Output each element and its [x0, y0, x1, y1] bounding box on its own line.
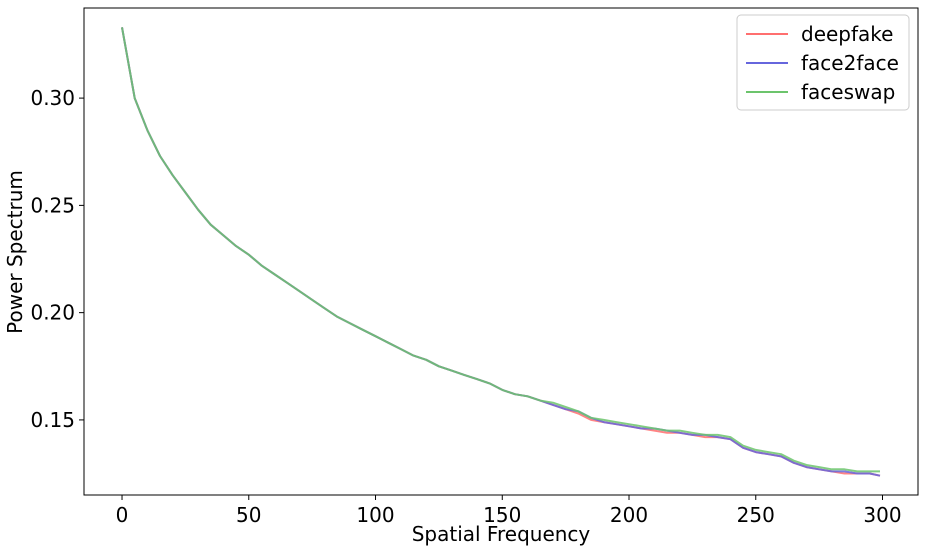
x-axis: 0 50 100 150 200 250 300 [116, 495, 902, 527]
legend-label-deepfake: deepfake [801, 22, 893, 46]
legend-label-faceswap: faceswap [801, 80, 895, 104]
series-line-faceswap [121, 27, 880, 473]
x-axis-label: Spatial Frequency [412, 522, 591, 546]
y-tick-label: 0.15 [30, 408, 75, 432]
legend: deepfake face2face faceswap [736, 14, 910, 111]
x-tick-label: 250 [737, 503, 775, 527]
y-axis: 0.15 0.20 0.25 0.30 [30, 86, 84, 432]
y-tick-label: 0.25 [30, 193, 75, 217]
y-tick-label: 0.30 [30, 86, 75, 110]
x-tick-label: 300 [863, 503, 901, 527]
legend-box [736, 14, 910, 111]
x-tick-label: 50 [236, 503, 261, 527]
x-tick-label: 0 [116, 503, 129, 527]
y-tick-label: 0.20 [30, 301, 75, 325]
x-tick-label: 200 [610, 503, 648, 527]
plot-frame [83, 7, 919, 496]
series-lines [121, 27, 881, 477]
legend-label-face2face: face2face [801, 51, 899, 75]
x-tick-label: 150 [483, 503, 521, 527]
x-tick-label: 100 [356, 503, 394, 527]
y-axis-label: Power Spectrum [3, 170, 27, 334]
